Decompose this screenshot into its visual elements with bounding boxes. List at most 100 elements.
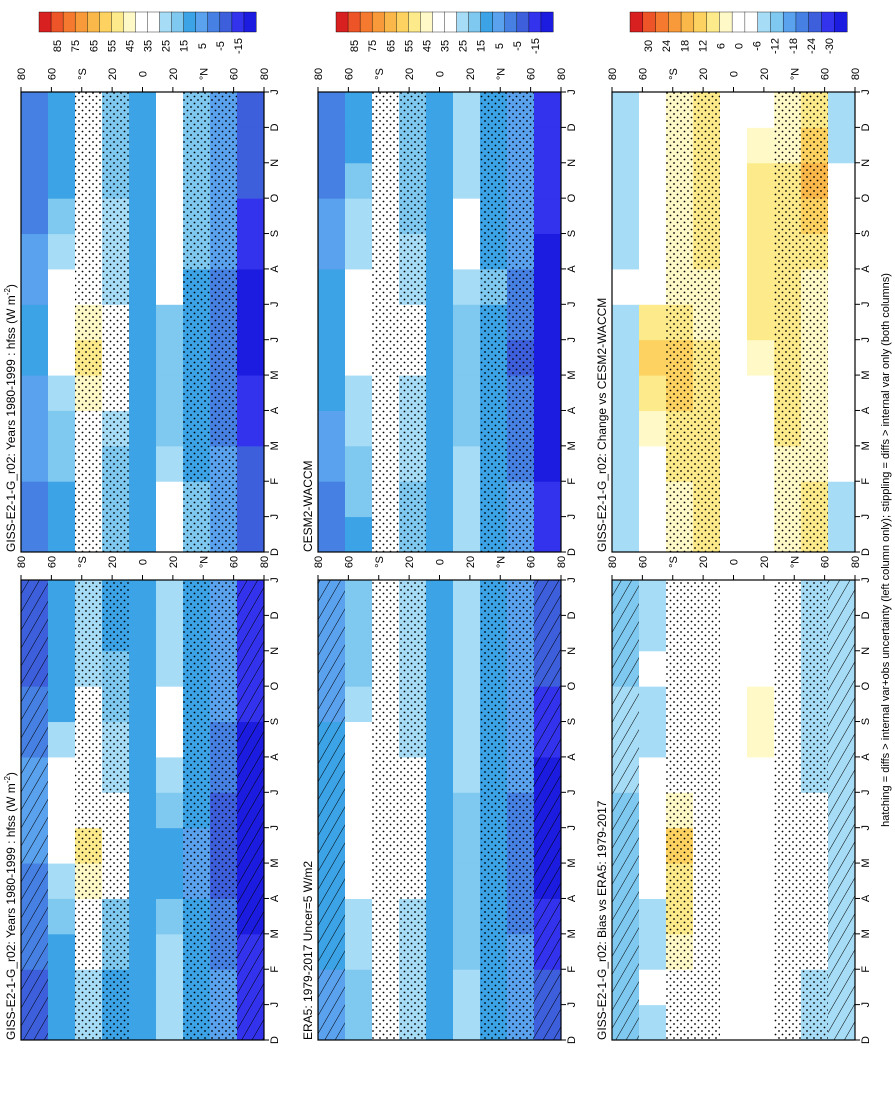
colorbar-swatch (719, 11, 733, 33)
y-tick-label: 80 (607, 556, 619, 568)
heatmap-cell (426, 410, 454, 447)
heatmap-cell (426, 127, 454, 164)
heatmap-cell (237, 375, 265, 411)
y-tick-label: 80 (16, 68, 28, 80)
hatching-overlay (828, 580, 855, 1040)
heatmap-cell (426, 1004, 454, 1041)
heatmap-cell (48, 721, 76, 758)
heatmap-cell (156, 792, 184, 829)
x-tick-label: J (860, 577, 872, 583)
x-tick-label: A (860, 265, 872, 273)
x-tick-label: M (860, 441, 872, 450)
x-tick-label: A (860, 406, 872, 414)
heatmap-cell (534, 198, 562, 235)
x-tick-label: N (269, 647, 281, 655)
y-tick-label: 80 (313, 556, 325, 568)
x-tick-label: D (269, 611, 281, 619)
heatmap-cell (747, 756, 775, 793)
heatmap-cell (639, 339, 667, 376)
heatmap-cell (453, 127, 481, 164)
hatching-overlay (612, 580, 639, 1040)
heatmap-cell (129, 410, 157, 447)
heatmap-cell (720, 898, 748, 935)
heatmap-cell (129, 580, 157, 616)
colorbar-swatch (770, 11, 784, 33)
colorbar-swatch (347, 11, 361, 33)
colorbar-label: 65 (385, 40, 397, 52)
x-tick-label: A (269, 753, 281, 761)
x-tick-label: F (860, 478, 872, 485)
y-tick-label: °N (198, 68, 210, 80)
heatmap-cell (237, 127, 265, 164)
heatmap-cell (453, 615, 481, 652)
colorbar-label: -12 (770, 38, 782, 54)
heatmap-cell (720, 1004, 748, 1041)
colorbar-swatch (195, 11, 209, 33)
heatmap-cell (747, 198, 775, 235)
colorbar-label: -5 (512, 41, 524, 51)
stippling-overlay (372, 580, 426, 1040)
heatmap-cell (237, 445, 265, 482)
heatmap-cell (720, 162, 748, 199)
x-tick-label: F (860, 966, 872, 973)
heatmap-cell (639, 375, 667, 411)
heatmap-cell (720, 863, 748, 899)
x-tick-label: O (860, 193, 872, 202)
heatmap-cell (129, 233, 157, 270)
heatmap-cell (129, 304, 157, 341)
heatmap-cell (453, 410, 481, 447)
y-tick-label: °S (77, 556, 89, 568)
y-tick-label: °N (789, 68, 801, 80)
heatmap-cell (426, 445, 454, 482)
stippling-overlay (75, 92, 129, 552)
heatmap-cell (345, 268, 373, 305)
y-tick-label: 20 (465, 68, 477, 80)
x-tick-label: D (860, 1036, 872, 1044)
colorbar-label: 55 (106, 40, 118, 52)
heatmap-cell (828, 304, 856, 341)
colorbar-label: -18 (788, 38, 800, 54)
x-tick-label: N (566, 159, 578, 167)
x-tick-label: F (269, 478, 281, 485)
heatmap-cell (453, 650, 481, 687)
heatmap-cell (828, 198, 856, 235)
heatmap-cell (318, 127, 346, 164)
y-tick-label: 60 (229, 556, 241, 568)
heatmap-cell (345, 933, 373, 970)
heatmap-cell (639, 162, 667, 199)
hatching-overlay (237, 580, 264, 1040)
panel-5: DJFMAMJJASONDJ8060°N20020°S6080GISS-E2-1… (595, 11, 872, 556)
x-tick-label: S (566, 718, 578, 725)
heatmap-cell (639, 233, 667, 270)
y-tick-label: 0 (729, 71, 741, 77)
y-tick-label: °S (77, 68, 89, 80)
heatmap-cell (747, 686, 775, 723)
heatmap-cell (453, 1004, 481, 1041)
heatmap-cell (747, 898, 775, 935)
heatmap-cell (426, 304, 454, 341)
heatmap-cell (639, 198, 667, 235)
heatmap-cell (345, 827, 373, 864)
x-tick-label: J (269, 337, 281, 343)
heatmap-cell (747, 863, 775, 899)
stippling-overlay (480, 580, 534, 1040)
heatmap-cell (747, 615, 775, 652)
heatmap-cell (48, 863, 76, 899)
y-tick-label: 0 (138, 559, 150, 565)
x-tick-label: M (566, 929, 578, 938)
heatmap-cell (426, 516, 454, 553)
heatmap-cell (48, 410, 76, 447)
heatmap-cell (534, 375, 562, 411)
heatmap-cell (156, 827, 184, 864)
colorbar-label: -30 (824, 38, 836, 54)
heatmap-cell (426, 792, 454, 829)
x-tick-label: J (269, 1002, 281, 1008)
colorbar-swatch (629, 11, 644, 33)
x-tick-label: M (269, 929, 281, 938)
colorbar-swatch (147, 11, 161, 33)
heatmap-cell (453, 721, 481, 758)
heatmap-cell (345, 792, 373, 829)
heatmap-cell (156, 375, 184, 411)
heatmap-cell (426, 375, 454, 411)
